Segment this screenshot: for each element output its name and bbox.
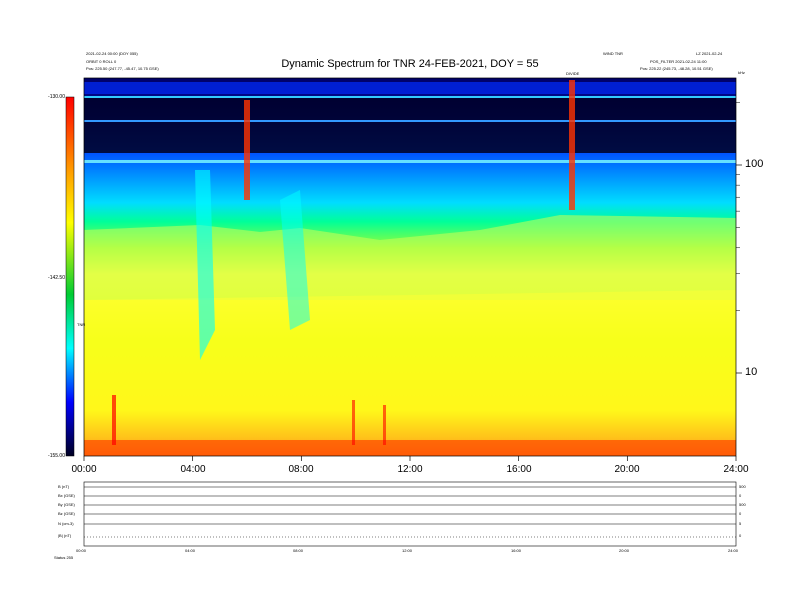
bottom-panels [83,481,737,547]
header-right-1: WIND TNR [603,51,623,56]
header-left-1: 2021-02-24 00:00 (DOY 055) [86,51,138,56]
x-ticks [83,456,737,461]
panel-right-label-3: 500 [739,502,746,507]
colorbar-label-top: -130.00 [48,94,65,100]
header-right-2: LZ 2021-02-24 [696,51,723,56]
header-right-3: POS_FILTER 2021-02-24 11:00 [650,59,707,64]
bottom-x-tick-label-2: 08:00 [293,548,304,553]
x-tick-label-5: 20:00 [614,464,640,475]
colorbar-label-mid: -142.50 [48,275,65,281]
y-minor-ticks [736,102,740,311]
colorbar-unit-label: TNR [77,322,86,327]
header-right-4: Pos: 225.22 (245.73, -48.28, 10.51 GSE) [640,66,713,71]
panel-label-1: B (nT) [58,484,70,489]
bottom-x-tick-label-3: 12:00 [402,548,413,553]
panel-label-3: By (GSE) [58,502,75,507]
chart-title: Dynamic Spectrum for TNR 24-FEB-2021, DO… [281,58,539,70]
bottom-x-tick-label-1: 04:00 [185,548,196,553]
panel-right-label-5: 5 [739,521,742,526]
status-footer: Status 255 [54,555,74,560]
x-tick-label-3: 12:00 [397,464,423,475]
spectrogram [83,77,737,457]
bottom-x-tick-label-5: 20:00 [619,548,630,553]
panel-label-4: Bz (GSE) [58,511,75,516]
header-left-3: Pos: 225.50 (247.77, -45.47, 10.75 GSE) [86,66,159,71]
panel-right-label-1: 500 [739,484,746,489]
bottom-x-tick-label-0: 00:00 [76,548,87,553]
y-axis-unit-label: kHz [738,70,745,75]
x-tick-label-0: 00:00 [71,464,97,475]
y-tick-label-10: 10 [745,366,758,378]
x-tick-label-6: 24:00 [723,464,749,475]
panel-label-6: |B| (nT) [58,533,72,538]
bottom-x-tick-label-6: 24:00 [728,548,739,553]
colorbar-label-bottom: -155.00 [48,453,65,459]
panel-label-2: Bx (GSE) [58,493,75,498]
panel-right-label-6: 0 [739,533,742,538]
header-left-2: ORBIT 0 ROLL 0 [86,59,117,64]
panel-right-label-4: 0 [739,511,742,516]
panel-label-5: N (cm-3) [58,521,74,526]
bottom-x-tick-label-4: 16:00 [511,548,522,553]
colorbar [65,96,75,457]
y-tick-label-100: 100 [745,158,764,170]
marker-label: DIVIDE [566,71,580,76]
panel-right-label-2: 0 [739,493,742,498]
x-tick-label-1: 04:00 [180,464,206,475]
x-tick-label-2: 08:00 [288,464,314,475]
x-tick-label-4: 16:00 [506,464,532,475]
